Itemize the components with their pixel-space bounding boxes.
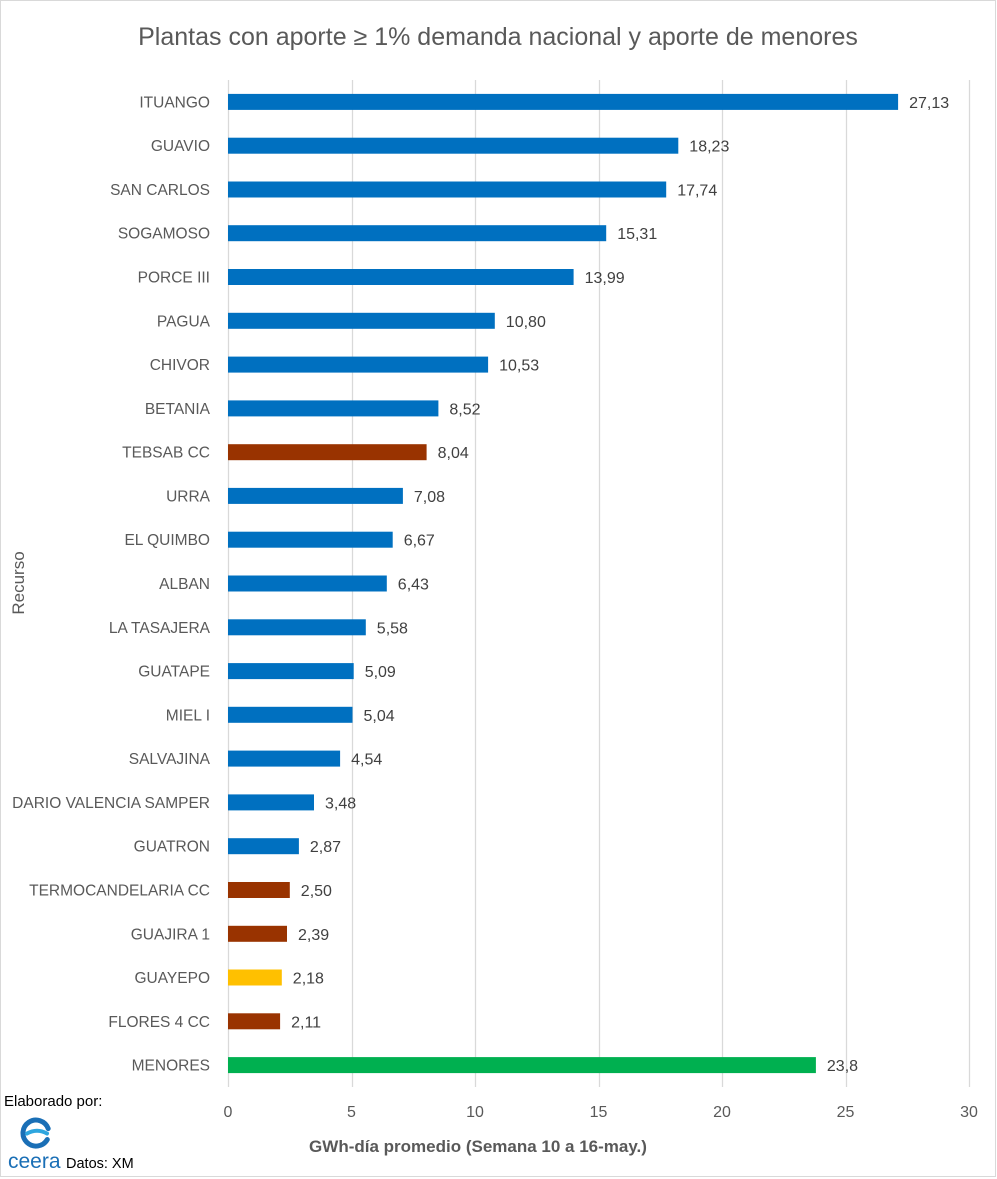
data-label-salvajina: 4,54: [351, 752, 382, 769]
data-label-guatron: 2,87: [310, 839, 341, 856]
x-tick-label-15: 15: [590, 1104, 608, 1121]
category-label-salvajina: SALVAJINA: [129, 751, 211, 768]
category-label-guatron: GUATRON: [134, 839, 210, 856]
data-label-sogamoso: 15,31: [617, 226, 657, 243]
x-axis-tick-labels: 0 5 10 15 20 25 30: [224, 1104, 978, 1121]
data-label-el-quimbo: 6,67: [404, 533, 435, 550]
category-label-san-carlos: SAN CARLOS: [110, 182, 210, 199]
bar-el-quimbo: [228, 531, 393, 548]
category-labels: ITUANGO GUAVIO SAN CARLOS SOGAMOSO PORCE III…: [12, 94, 210, 1074]
data-label-tebsab-cc: 8,04: [438, 445, 469, 462]
category-label-guajira-1: GUAJIRA 1: [131, 926, 210, 943]
footer: Elaborado por: ceera Datos: XM: [4, 1093, 134, 1173]
bar-guajira-1: [228, 925, 287, 942]
category-label-guayepo: GUAYEPO: [134, 970, 210, 987]
category-label-dario-valencia-samper: DARIO VALENCIA SAMPER: [12, 795, 210, 812]
category-label-guavio: GUAVIO: [151, 138, 210, 155]
category-label-porce-iii: PORCE III: [138, 270, 210, 287]
x-tick-label-10: 10: [466, 1104, 484, 1121]
data-label-la-tasajera: 5,58: [377, 620, 408, 637]
credit-label: Elaborado por:: [4, 1093, 102, 1110]
bar-ituango: [228, 93, 899, 110]
data-label-san-carlos: 17,74: [677, 183, 717, 200]
bar-san-carlos: [228, 181, 667, 198]
data-label-menores: 23,8: [827, 1058, 858, 1075]
y-axis-title: Recurso: [9, 551, 28, 614]
category-label-urra: URRA: [166, 488, 211, 505]
ceera-logo-text: ceera: [8, 1150, 61, 1173]
bar-guatape: [228, 663, 354, 680]
data-labels: 27,13 18,23 17,74 15,31 13,99 10,80 10,53 8,52 8…: [291, 95, 949, 1075]
bar-la-tasajera: [228, 619, 366, 636]
x-tick-label-30: 30: [960, 1104, 978, 1121]
data-label-guayepo: 2,18: [293, 971, 324, 988]
bar-porce-iii: [228, 269, 574, 285]
data-label-guajira-1: 2,39: [298, 927, 329, 944]
bar-chivor: [228, 356, 489, 373]
gridlines: [227, 80, 971, 1087]
category-label-el-quimbo: EL QUIMBO: [124, 532, 210, 549]
data-label-ituango: 27,13: [909, 95, 949, 112]
chart-title: Plantas con aporte ≥ 1% demanda nacional…: [138, 23, 858, 51]
bar-betania: [228, 400, 439, 417]
category-label-pagua: PAGUA: [157, 313, 211, 330]
category-label-miel-i: MIEL I: [166, 707, 210, 724]
data-label-alban: 6,43: [398, 577, 429, 594]
category-label-sogamoso: SOGAMOSO: [118, 226, 210, 243]
data-source-label: Datos: XM: [66, 1156, 134, 1172]
bar-tebsab-cc: [228, 444, 427, 461]
data-label-betania: 8,52: [449, 401, 480, 418]
bar-guayepo: [228, 969, 282, 986]
category-label-flores-4-cc: FLORES 4 CC: [108, 1014, 210, 1031]
x-tick-label-20: 20: [713, 1104, 731, 1121]
x-tick-label-5: 5: [347, 1104, 356, 1121]
category-label-alban: ALBAN: [159, 576, 210, 593]
data-label-guavio: 18,23: [689, 139, 729, 156]
category-label-menores: MENORES: [132, 1058, 210, 1075]
bars: [228, 93, 899, 1074]
bar-alban: [228, 575, 387, 592]
data-label-dario-valencia-samper: 3,48: [325, 795, 356, 812]
data-label-porce-iii: 13,99: [585, 270, 625, 287]
bar-guavio: [228, 137, 679, 154]
data-label-miel-i: 5,04: [364, 708, 395, 725]
category-label-betania: BETANIA: [145, 401, 211, 418]
bar-menores: [228, 1057, 816, 1074]
category-label-chivor: CHIVOR: [150, 357, 210, 374]
data-label-urra: 7,08: [414, 489, 445, 506]
x-axis-title: GWh-día promedio (Semana 10 a 16-may.): [309, 1137, 647, 1156]
x-tick-label-25: 25: [837, 1104, 855, 1121]
data-label-pagua: 10,80: [506, 314, 546, 331]
category-label-la-tasajera: LA TASAJERA: [109, 620, 211, 637]
data-label-chivor: 10,53: [499, 358, 539, 375]
category-label-tebsab-cc: TEBSAB CC: [122, 445, 210, 462]
bar-urra: [228, 487, 403, 504]
bar-miel-i: [228, 706, 353, 723]
data-label-guatape: 5,09: [365, 664, 396, 681]
bar-pagua: [228, 312, 495, 329]
bar-termocandelaria-cc: [228, 882, 290, 898]
bar-guatron: [228, 838, 299, 855]
category-label-guatape: GUATAPE: [138, 664, 210, 681]
bar-salvajina: [228, 750, 341, 767]
category-label-termocandelaria-cc: TERMOCANDELARIA CC: [29, 883, 210, 900]
data-label-flores-4-cc: 2,11: [291, 1014, 321, 1031]
bar-flores-4-cc: [228, 1013, 281, 1030]
x-tick-label-0: 0: [224, 1104, 233, 1121]
bar-dario-valencia-samper: [228, 794, 314, 811]
ceera-logo-icon: [20, 1117, 51, 1149]
bar-sogamoso: [228, 225, 607, 242]
data-label-termocandelaria-cc: 2,50: [301, 883, 332, 900]
category-label-ituango: ITUANGO: [139, 94, 210, 111]
